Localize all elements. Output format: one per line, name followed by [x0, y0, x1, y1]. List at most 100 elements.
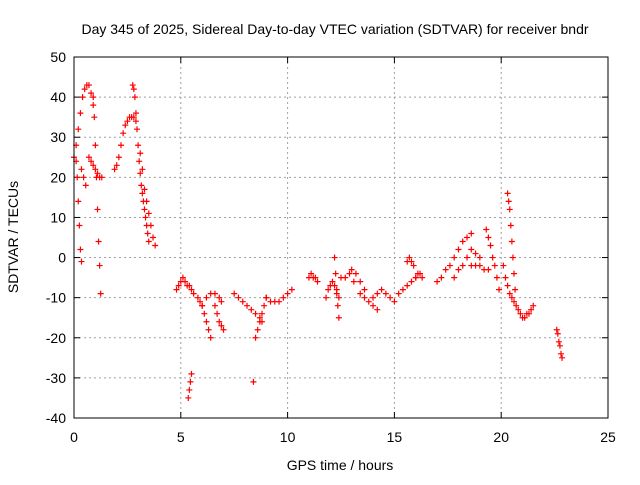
series-seg-15	[404, 254, 417, 269]
data-point	[468, 230, 475, 237]
y-tick-label: 20	[50, 169, 66, 185]
data-point	[509, 254, 516, 261]
data-point	[77, 246, 84, 253]
y-tick-label: 40	[50, 89, 66, 105]
data-point	[332, 270, 339, 277]
series-flat-1	[85, 154, 105, 181]
data-point	[506, 206, 513, 213]
series-seg-5	[173, 274, 197, 297]
data-point	[98, 174, 105, 181]
data-point	[419, 274, 426, 281]
series-point-8	[250, 378, 257, 385]
series-seg-18	[451, 246, 483, 281]
data-point	[288, 286, 295, 293]
data-point	[252, 334, 259, 341]
data-point	[525, 310, 532, 317]
data-point	[216, 294, 223, 301]
data-point	[90, 162, 97, 169]
data-point	[134, 126, 141, 133]
data-point	[485, 266, 492, 273]
data-point	[258, 310, 265, 317]
data-point	[476, 262, 483, 269]
data-point	[459, 238, 466, 245]
data-point	[239, 298, 246, 305]
data-point	[559, 354, 566, 361]
data-point	[263, 294, 270, 301]
series-seg-12c	[338, 270, 357, 285]
data-point	[218, 298, 225, 305]
data-point	[188, 286, 195, 293]
data-point	[214, 310, 221, 317]
data-point	[308, 270, 315, 277]
data-point	[412, 274, 419, 281]
data-point	[487, 242, 494, 249]
data-point	[515, 306, 522, 313]
series-seg-22	[553, 326, 566, 361]
data-point	[468, 246, 475, 253]
series-seg-6b	[199, 290, 225, 309]
data-point	[256, 318, 263, 325]
series-seg-8	[231, 290, 265, 325]
data-point	[244, 302, 251, 309]
data-point	[173, 286, 180, 293]
data-point	[132, 118, 139, 125]
series-spike-5	[185, 370, 195, 401]
data-point	[220, 326, 227, 333]
data-point	[374, 290, 381, 297]
y-tick-label: -30	[46, 370, 66, 386]
data-point	[75, 198, 82, 205]
data-point	[235, 294, 242, 301]
data-point	[476, 254, 483, 261]
data-point	[115, 154, 122, 161]
data-point	[512, 286, 519, 293]
data-point	[485, 234, 492, 241]
data-point	[145, 210, 152, 217]
chart-title: Day 345 of 2025, Sidereal Day-to-day VTE…	[81, 21, 588, 37]
data-point	[74, 174, 81, 181]
data-point	[132, 110, 139, 117]
data-point	[555, 338, 562, 345]
data-point	[406, 254, 413, 261]
data-point	[365, 298, 372, 305]
data-point	[404, 282, 411, 289]
data-point	[346, 270, 353, 277]
data-point	[76, 222, 83, 229]
data-point	[90, 102, 97, 109]
data-point	[254, 326, 261, 333]
data-point	[517, 310, 524, 317]
data-point	[357, 278, 364, 285]
data-point	[554, 330, 561, 337]
data-point	[459, 262, 466, 269]
data-point	[137, 170, 144, 177]
data-point	[513, 302, 520, 309]
data-point	[504, 282, 511, 289]
data-point	[489, 254, 496, 261]
series-drop-3	[137, 150, 159, 249]
data-point	[556, 342, 563, 349]
data-point	[508, 238, 515, 245]
x-tick-label: 15	[387, 429, 403, 445]
data-point	[391, 298, 398, 305]
x-tick-label: 5	[177, 429, 185, 445]
data-point	[284, 290, 291, 297]
data-point	[199, 302, 206, 309]
data-point	[530, 302, 537, 309]
data-point	[117, 142, 124, 149]
data-point	[141, 206, 148, 213]
series-seg-19	[468, 262, 492, 273]
data-point	[129, 82, 136, 89]
series-seg-14	[370, 274, 419, 305]
data-point	[408, 258, 415, 265]
data-point	[186, 386, 193, 393]
data-point	[207, 334, 214, 341]
series-drop-2	[129, 82, 152, 245]
data-point	[92, 166, 99, 173]
series-seg-17	[434, 230, 475, 285]
series-seg-13	[348, 266, 368, 293]
series-ramp-2	[111, 114, 139, 173]
data-point	[325, 286, 332, 293]
data-point	[382, 290, 389, 297]
data-point	[446, 262, 453, 269]
data-point	[139, 166, 146, 173]
